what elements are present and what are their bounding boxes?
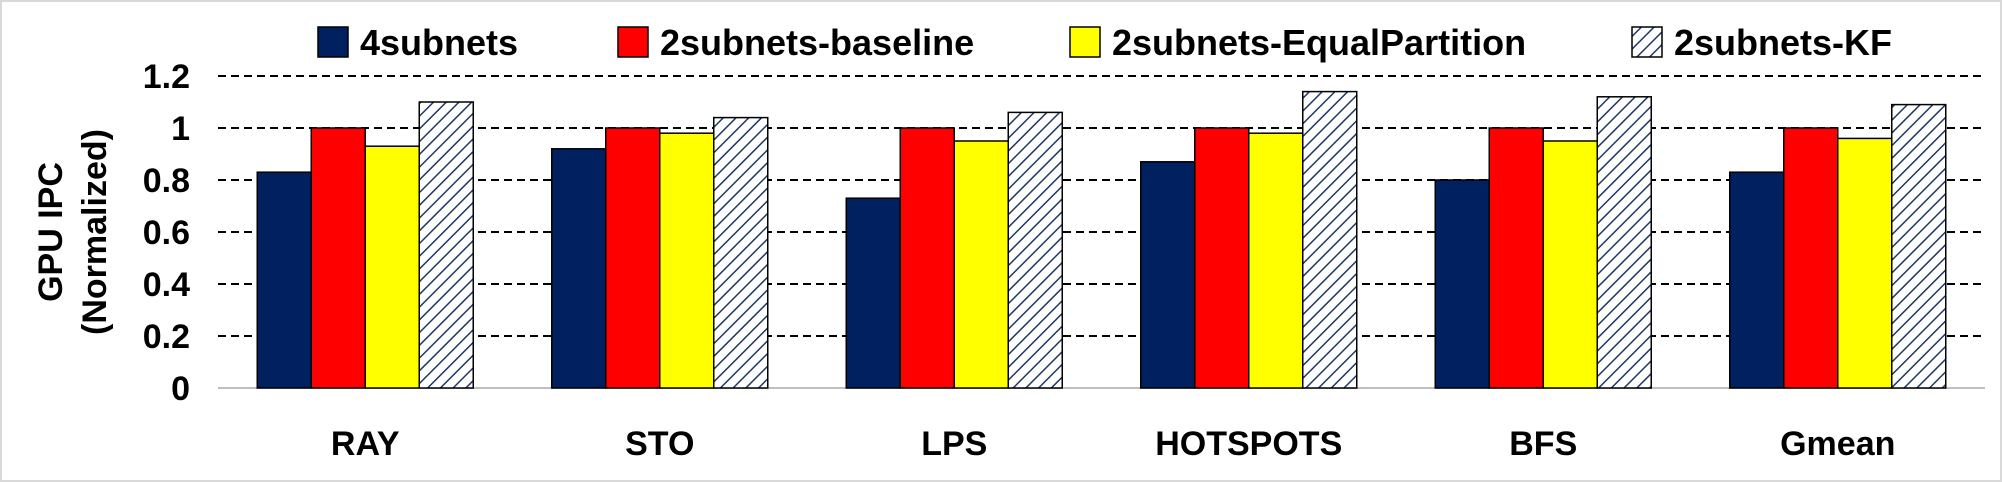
- bar-2subnets-baseline: [1783, 127, 1839, 389]
- bar-4subnets: [256, 171, 312, 389]
- bar-2subnets-kf: [1596, 96, 1652, 389]
- x-category-label: BFS: [1509, 425, 1577, 463]
- bar-4subnets: [845, 197, 901, 389]
- x-category-label: Gmean: [1780, 425, 1895, 463]
- y-tick-label: 0.2: [143, 318, 190, 356]
- bar-2subnets-baseline: [899, 127, 955, 389]
- legend-label: 2subnets-baseline: [660, 22, 974, 63]
- bar-2subnets-kf: [1891, 103, 1947, 389]
- bar-2subnets-equalpartition: [1248, 132, 1304, 389]
- bar-2subnets-baseline: [605, 127, 661, 389]
- bar-2subnets-equalpartition: [1837, 137, 1893, 389]
- bar-2subnets-baseline: [1194, 127, 1250, 389]
- legend-swatch: [1069, 26, 1101, 58]
- x-category-labels: RAY STO LPS HOTSPOTS BFS Gmean: [331, 425, 1895, 463]
- bar-2subnets-baseline: [1488, 127, 1544, 389]
- bar-2subnets-equalpartition: [953, 140, 1009, 389]
- legend: 4subnets 2subnets-baseline 2subnets-EqualP…: [317, 22, 1892, 63]
- y-tick-label: 0.8: [143, 162, 190, 200]
- x-category-label: HOTSPOTS: [1155, 425, 1342, 463]
- y-axis-label: GPU IPC (Normalized): [32, 129, 114, 335]
- y-axis-label-line: GPU IPC: [32, 162, 70, 302]
- legend-swatch: [1631, 26, 1663, 58]
- y-tick-labels: 0 0.2 0.4 0.6 0.8 1 1.2: [143, 58, 190, 408]
- bar-2subnets-equalpartition: [1542, 140, 1598, 389]
- x-category-label: STO: [625, 425, 694, 463]
- bar-4subnets: [1729, 171, 1785, 389]
- bar-4subnets: [1140, 161, 1196, 389]
- bar-2subnets-kf: [1007, 111, 1063, 389]
- x-category-label: RAY: [331, 425, 400, 463]
- x-category-label: LPS: [921, 425, 987, 463]
- bar-2subnets-baseline: [310, 127, 366, 389]
- legend-label: 2subnets-EqualPartition: [1112, 22, 1526, 63]
- y-tick-label: 0: [171, 370, 190, 408]
- bar-4subnets: [1434, 179, 1490, 389]
- bar-2subnets-kf: [713, 116, 769, 389]
- gridlines: [218, 75, 1985, 337]
- bar-2subnets-equalpartition: [659, 132, 715, 389]
- bars: [256, 90, 1947, 389]
- legend-label: 2subnets-KF: [1674, 22, 1892, 63]
- y-axis-label-line: (Normalized): [76, 129, 114, 335]
- legend-swatch: [617, 26, 649, 58]
- y-tick-label: 1: [171, 110, 190, 148]
- y-tick-label: 1.2: [143, 58, 190, 96]
- y-tick-label: 0.6: [143, 214, 190, 252]
- bar-2subnets-equalpartition: [364, 145, 420, 389]
- legend-swatch: [317, 26, 349, 58]
- bar-2subnets-kf: [1302, 90, 1358, 389]
- bar-4subnets: [551, 148, 607, 389]
- legend-label: 4subnets: [360, 22, 518, 63]
- y-tick-label: 0.4: [143, 266, 190, 304]
- bar-2subnets-kf: [418, 101, 474, 389]
